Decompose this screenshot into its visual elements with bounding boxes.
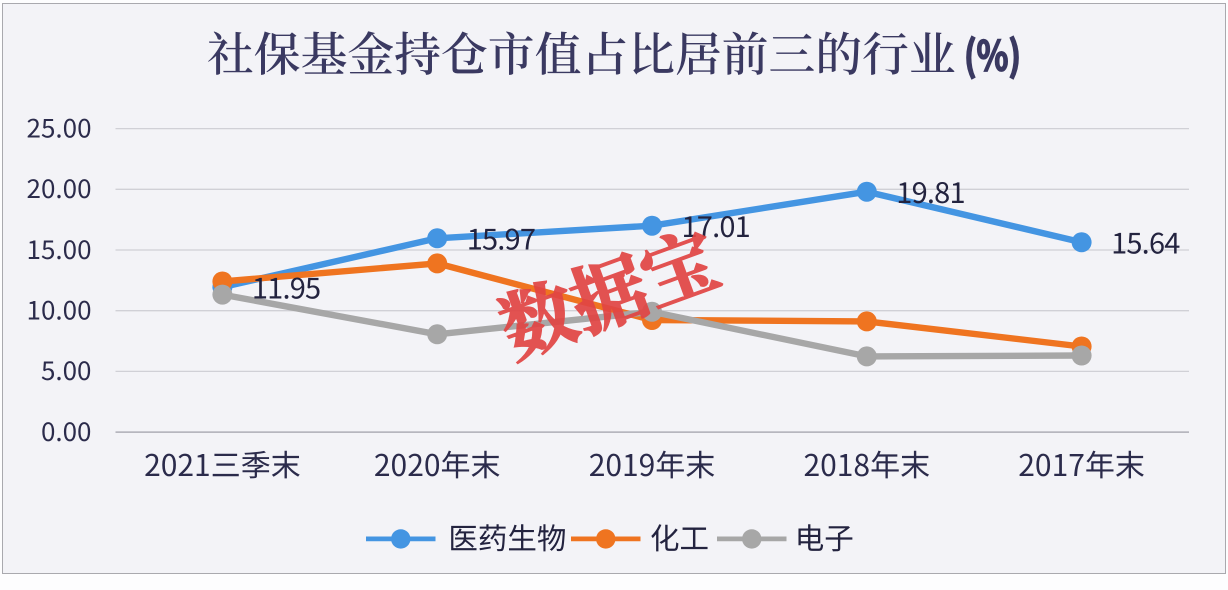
svg-text:11.95: 11.95 xyxy=(252,265,320,307)
svg-text:2017年末: 2017年末 xyxy=(1018,441,1145,485)
svg-text:20.00: 20.00 xyxy=(27,169,92,206)
svg-text:10.00: 10.00 xyxy=(27,291,92,328)
svg-text:2021三季末: 2021三季末 xyxy=(144,441,301,485)
svg-text:15.64: 15.64 xyxy=(1111,221,1180,263)
svg-text:电子: 电子 xyxy=(795,516,854,558)
svg-text:2019年末: 2019年末 xyxy=(589,441,716,485)
svg-text:15.00: 15.00 xyxy=(27,230,92,267)
svg-text:25.00: 25.00 xyxy=(27,108,92,145)
svg-text:(%): (%) xyxy=(964,23,1021,83)
svg-text:化工: 化工 xyxy=(650,516,709,558)
svg-text:0.00: 0.00 xyxy=(41,412,92,449)
svg-text:社保基金持仓市值占比居前三的行业: 社保基金持仓市值占比居前三的行业 xyxy=(207,18,956,85)
svg-text:5.00: 5.00 xyxy=(41,351,92,388)
svg-text:19.81: 19.81 xyxy=(896,170,964,212)
svg-text:15.97: 15.97 xyxy=(467,217,535,259)
svg-text:2020年末: 2020年末 xyxy=(374,441,501,485)
svg-text:17.01: 17.01 xyxy=(682,204,750,246)
svg-text:2018年末: 2018年末 xyxy=(803,441,930,485)
svg-text:医药生物: 医药生物 xyxy=(448,516,566,558)
